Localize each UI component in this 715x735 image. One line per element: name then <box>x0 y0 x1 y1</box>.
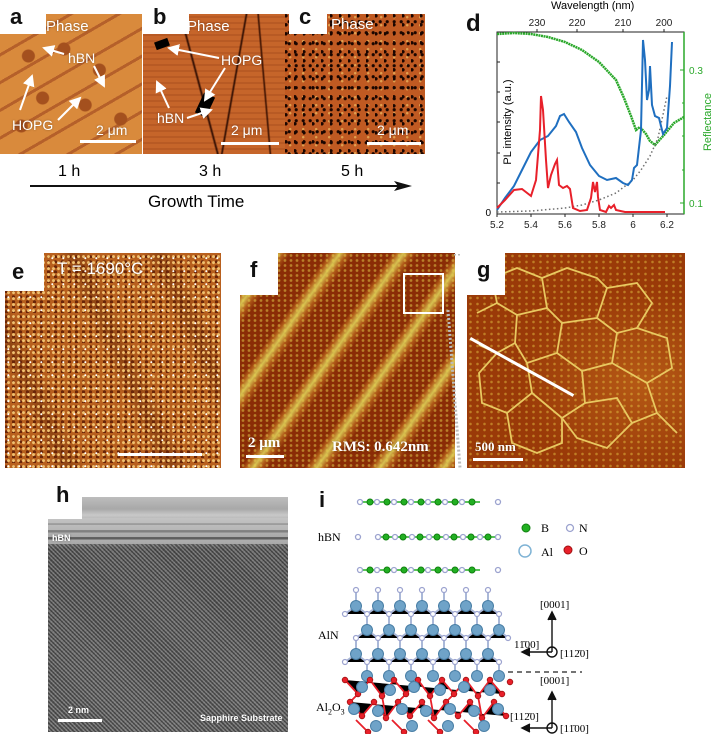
phase-label: Phase <box>187 18 230 35</box>
x-tick: 5.2 <box>490 220 504 231</box>
white-corner <box>48 497 82 519</box>
scale-label: 2 μm <box>377 122 409 138</box>
tem-panel-h: hBN 2 nm Sapphire Substrate <box>48 497 288 732</box>
x-tick: 6.2 <box>660 220 674 231</box>
scale-label: 2 μm <box>96 122 128 138</box>
legend-n: N <box>579 521 588 535</box>
scale-bar <box>118 453 202 456</box>
scale-bar <box>246 455 284 458</box>
top-tick: 220 <box>569 18 586 29</box>
scale-label: 2 μm <box>231 122 263 138</box>
legend-al: Al <box>541 545 553 559</box>
scale-bar <box>58 719 102 722</box>
axes-sapphire <box>520 690 558 734</box>
legend-b: B <box>541 521 550 535</box>
substrate-label: Sapphire Substrate <box>200 713 283 723</box>
annotation-hbn: hBN <box>157 110 185 126</box>
al2o3-layer <box>341 676 514 734</box>
x-tick: 5.6 <box>558 220 572 231</box>
crystal-structure-schematic <box>341 498 582 734</box>
axis-label-0001-bottom: [0001] <box>540 675 570 687</box>
annotation-hopg: HOPG <box>221 52 263 68</box>
afm-panel-b: Phase HOPG hBN 2 μm <box>143 14 288 154</box>
panel-letter-i: i <box>319 487 326 512</box>
legend-o: O <box>579 544 588 558</box>
panel-letter-f: f <box>240 253 278 295</box>
scale-label: 2 nm <box>68 705 90 715</box>
afm-panel-a: Phase hBN HOPG 2 μm <box>0 14 142 154</box>
chart-top-axis-label: Wavelength (nm) <box>551 0 635 12</box>
scale-bar <box>80 140 136 143</box>
scale-label: 500 nm <box>475 439 516 454</box>
axis-label-0001-top: [0001] <box>540 599 570 611</box>
axis-label-1120-out: [112̄0] <box>560 648 589 660</box>
panel-letter-e: e <box>0 253 44 291</box>
rms-roughness: RMS: 0.642nm <box>332 439 429 455</box>
axis-label-1100-out: [11̄00] <box>560 723 589 735</box>
pl-reflectance-chart: 230 220 210 200 5.2 5.4 5.6 5.8 6 6.2 0 … <box>485 18 703 231</box>
scale-bar <box>221 142 279 145</box>
hbn-layer-label: hBN <box>52 533 71 543</box>
phase-label: Phase <box>331 16 374 33</box>
atom-legend <box>518 523 575 558</box>
y-right-tick: 0.3 <box>689 66 703 77</box>
annotation-hopg: HOPG <box>12 117 54 133</box>
scale-label: 2 μm <box>248 435 281 451</box>
growth-tick-3h: 3 h <box>199 163 222 180</box>
top-tick: 200 <box>656 18 673 29</box>
growth-time-title: Growth Time <box>148 192 245 211</box>
temperature-label: T = 1690°C <box>57 259 144 278</box>
x-tick: 6 <box>630 220 636 231</box>
panel-letter-h: h <box>56 482 70 507</box>
aln-layer <box>341 586 512 682</box>
y-tick-zero: 0 <box>485 208 491 219</box>
x-tick: 5.8 <box>592 220 606 231</box>
growth-tick-5h: 5 h <box>341 163 364 180</box>
axis-label-1100-left: 11̄00] <box>514 639 540 651</box>
hbn-layers <box>354 498 502 574</box>
panel-letter-c: c <box>289 6 327 34</box>
zoom-guide-lines <box>446 254 462 468</box>
y-right-tick: 0.1 <box>689 199 703 210</box>
afm-panel-c: Phase 2 μm <box>285 14 425 154</box>
layer-label-al2o3: Al2O3 <box>316 700 345 717</box>
phase-label: Phase <box>46 18 89 35</box>
zoom-region-box <box>403 273 444 314</box>
panel-letter-d: d <box>466 10 481 37</box>
layer-label-hbn: hBN <box>318 530 341 544</box>
top-tick: 230 <box>529 18 546 29</box>
growth-time-arrow <box>30 181 412 191</box>
x-tick: 5.4 <box>524 220 538 231</box>
axis-label-1120-left: [112̄0] <box>510 711 539 723</box>
axes-aln <box>520 610 558 658</box>
panel-letter-g: g <box>467 253 505 295</box>
annotation-arrows <box>19 45 105 121</box>
top-tick: 210 <box>615 18 632 29</box>
grain-boundary-network <box>476 267 678 454</box>
panel-letter-a: a <box>0 6 46 34</box>
annotation-arrows <box>155 44 226 119</box>
annotation-hbn: hBN <box>68 50 96 66</box>
growth-tick-1h: 1 h <box>58 163 81 180</box>
scale-bar <box>367 142 421 145</box>
layer-label-aln: AlN <box>318 628 339 642</box>
scale-bar <box>473 458 523 461</box>
afm-panel-g: 500 nm <box>467 253 685 468</box>
panel-letter-b: b <box>143 6 189 34</box>
